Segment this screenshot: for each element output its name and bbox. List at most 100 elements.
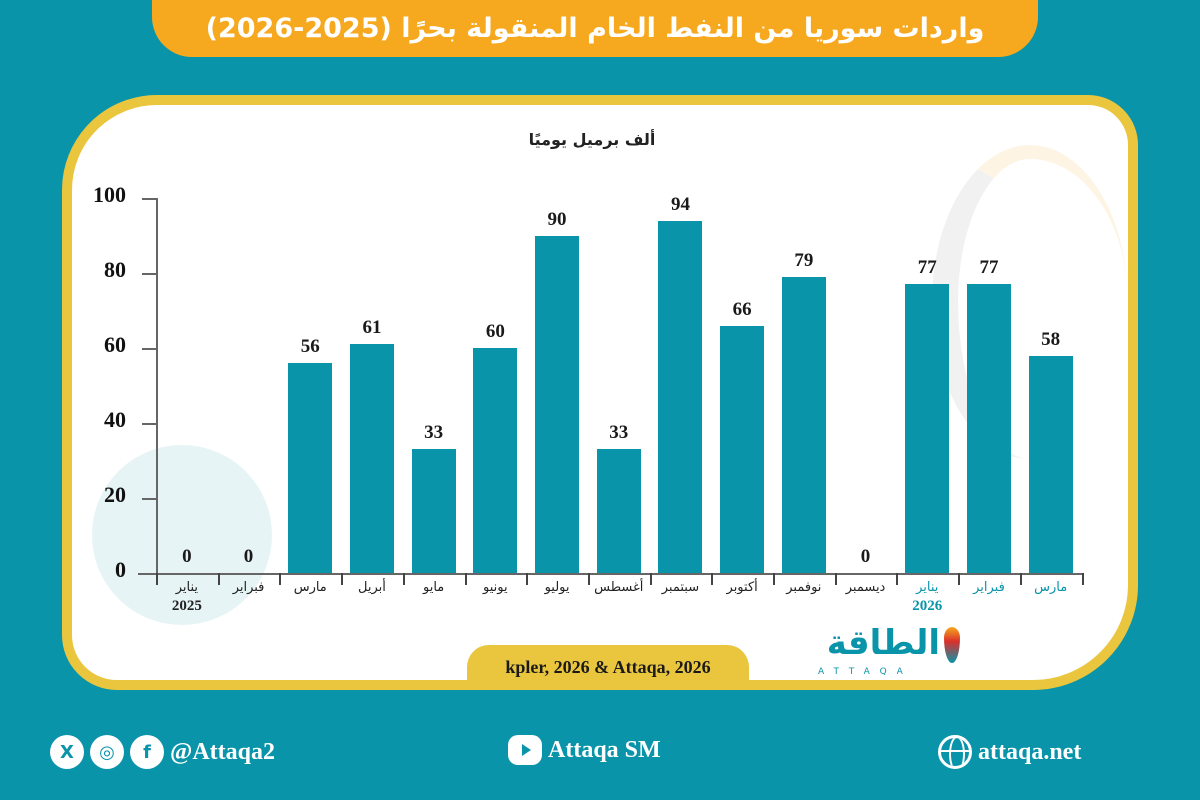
y-tick-mark [142,573,156,575]
x-axis-label: فبراير [218,579,280,597]
x-tick-mark [279,573,282,585]
bar-value-label: 94 [670,193,690,215]
x-tick-mark [649,573,652,585]
month-label: يوليو [544,580,570,595]
website-text[interactable]: attaqa.net [978,738,1082,765]
youtube-channel-text[interactable]: Attaqa SM [548,736,661,763]
month-label: يناير [916,580,939,595]
bar [349,344,394,573]
bar-value-label: 77 [979,257,999,279]
bar-value-label: 0 [860,546,871,567]
bar [658,220,703,573]
bar [1028,355,1073,573]
bar-plot-area: 100 80 60 40 20 0 0 يناير 2025 0 فبراير 56 مارس 61 أبر… [72,105,1128,680]
y-tick-label: 20 [104,482,126,507]
attaqa-logo: الطاقة ATTAQA [810,623,960,683]
y-tick-label: 60 [104,332,126,357]
x-axis-label: يونيو [464,579,526,597]
x-tick-mark [896,573,899,585]
bar-value-label: 77 [917,257,937,279]
x-tick-mark [1081,573,1084,585]
x-tick-mark [773,573,775,585]
x-tick-mark [958,573,961,585]
x-tick-mark [711,573,714,585]
x-tick-mark [156,573,158,585]
month-label: أبريل [358,580,386,595]
x-tick-mark [217,573,220,585]
month-label: ديسمبر [845,580,886,595]
y-tick-mark [142,198,156,200]
x-axis-label: يناير 2025 [156,579,218,615]
month-label: يونيو [483,580,508,595]
month-label: مايو [423,580,445,595]
y-tick-mark [142,498,156,500]
bar-value-label: 66 [732,298,752,320]
y-tick-label: 80 [104,257,126,282]
x-axis-label: يناير 2026 [896,579,958,615]
logo-english-text: ATTAQA [818,667,913,677]
month-label: أغسطس [594,580,644,595]
x-tick-mark [464,573,467,585]
x-axis-label: يوليو [526,579,588,597]
source-label: kpler, 2026 & Attaqa, 2026 [467,645,749,690]
bar [781,276,826,573]
x-axis-label: أكتوبر [711,579,773,597]
chart-title: واردات سوريا من النفط الخام المنقولة بحر… [205,13,985,44]
month-label: فبراير [232,580,265,595]
y-axis-line [156,198,158,585]
month-label: سبتمبر [661,580,700,595]
y-tick-mark [142,423,156,425]
social-handle-group: X ◎ f @Attaqa2 [50,735,275,769]
x-axis-label: مارس [1020,579,1082,597]
x-tick-mark [402,573,405,585]
social-handle-text[interactable]: @Attaqa2 [170,738,275,765]
bar-value-label: 90 [547,208,567,230]
year-label: 2025 [171,598,202,614]
globe-icon[interactable] [938,735,972,769]
bar [720,325,765,573]
facebook-icon[interactable]: f [130,735,164,769]
logo-drop-icon [944,627,960,663]
year-label: 2026 [912,598,943,614]
month-label: مارس [293,580,327,595]
instagram-icon[interactable]: ◎ [90,735,124,769]
x-axis-label: أبريل [341,579,403,597]
bar-value-label: 61 [362,317,382,339]
month-label: يناير [175,580,198,595]
y-tick-label: 40 [104,407,126,432]
x-axis-label: مارس [279,579,341,597]
bar [288,363,333,573]
bar-value-label: 33 [609,422,629,444]
bar-value-label: 79 [794,249,814,271]
bar [966,284,1011,573]
y-tick-label: 0 [115,557,126,582]
x-tick-mark [834,573,837,585]
youtube-group: Attaqa SM [508,735,661,765]
chart-card: ألف برميل يوميًا 100 80 60 40 20 0 0 يناير 2025 0… [62,95,1138,690]
y-tick-mark [142,273,156,275]
bar [473,348,518,573]
x-tick-mark [587,573,590,585]
x-axis-label: ديسمبر [835,579,897,597]
logo-arabic-text: الطاقة [826,623,940,663]
y-tick-mark [142,348,156,350]
x-tick-mark [1019,573,1022,585]
x-axis-label: سبتمبر [649,579,711,597]
bar-value-label: 0 [182,546,192,567]
y-axis-unit-label: ألف برميل يوميًا [528,130,656,149]
x-tick-mark [341,573,344,585]
bar-value-label: 33 [424,422,444,444]
bar [535,235,580,573]
bar [905,284,950,573]
x-axis-label: نوفمبر [773,579,835,597]
month-label: فبراير [973,580,1005,595]
month-label: نوفمبر [786,580,822,595]
bar-value-label: 56 [300,336,320,357]
bar-value-label: 0 [243,546,254,567]
x-twitter-icon[interactable]: X [50,735,84,769]
bar-value-label: 60 [485,321,505,342]
youtube-icon[interactable] [508,735,542,765]
bar [596,449,641,573]
x-axis-label: فبراير [958,579,1020,597]
x-tick-mark [526,573,529,585]
